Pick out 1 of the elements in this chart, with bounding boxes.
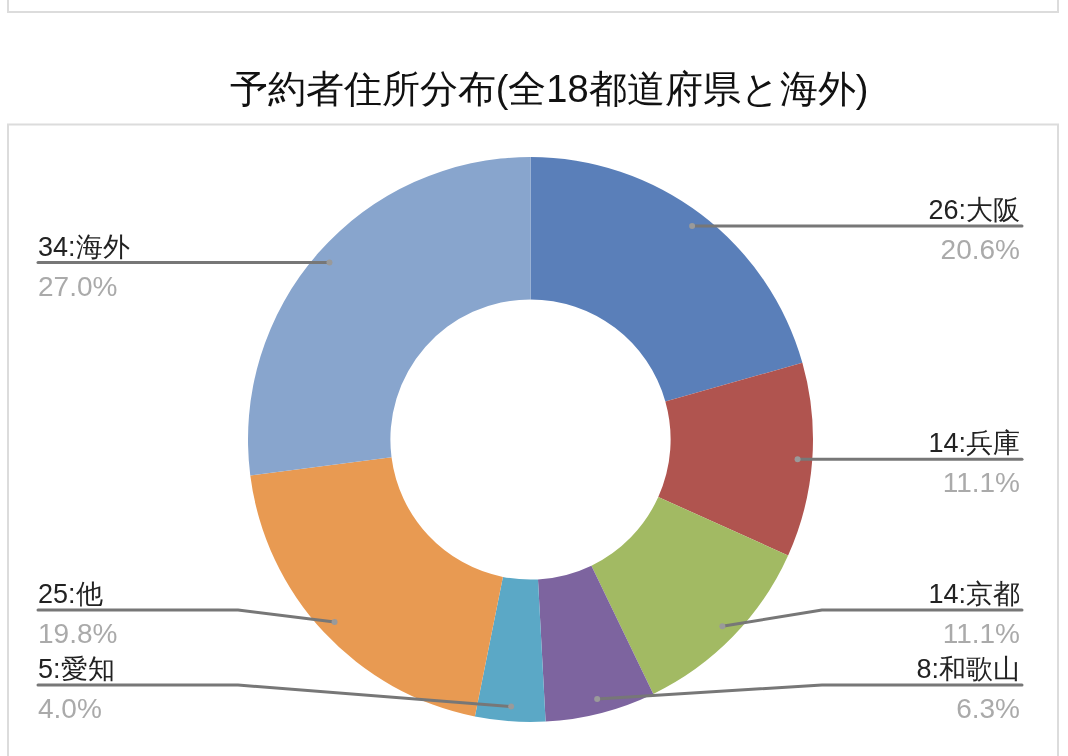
title: 予約者住所分布(全18都道府県と海外) [229,68,869,110]
